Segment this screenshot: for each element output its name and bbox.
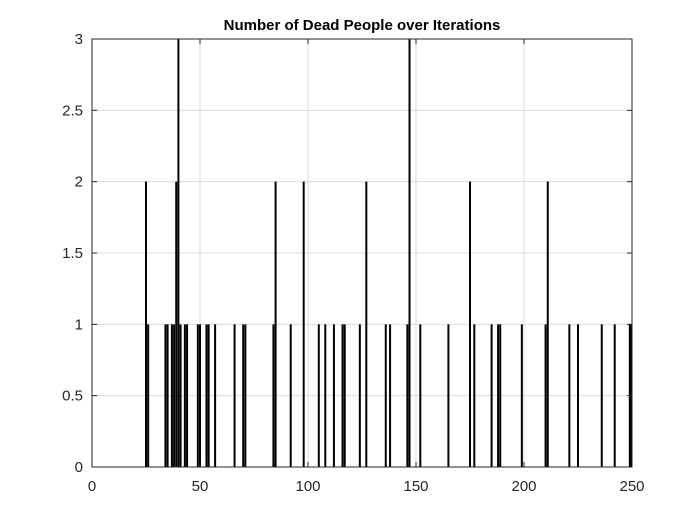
y-tick-label: 1: [75, 316, 83, 333]
x-tick-label: 150: [403, 478, 428, 495]
x-tick-label: 100: [295, 478, 320, 495]
grid-lines: [91, 38, 633, 468]
x-tick-label: 200: [511, 478, 536, 495]
axis-ticks: [91, 38, 633, 468]
y-tick-label: 1.5: [62, 245, 83, 262]
tick-labels: 0 50 100 150 200 250 0 0.5 1 1.5 2 2.5 3: [62, 31, 644, 495]
y-tick-label: 0.5: [62, 388, 83, 405]
data-stems: [145, 39, 632, 467]
y-tick-label: 2.5: [62, 102, 83, 119]
y-tick-label: 2: [75, 174, 83, 191]
x-tick-label: 250: [619, 478, 644, 495]
x-tick-label: 50: [192, 478, 209, 495]
y-tick-label: 3: [75, 31, 83, 48]
y-tick-label: 0: [75, 459, 83, 476]
chart-title: Number of Dead People over Iterations: [224, 17, 501, 34]
x-tick-label: 0: [88, 478, 96, 495]
